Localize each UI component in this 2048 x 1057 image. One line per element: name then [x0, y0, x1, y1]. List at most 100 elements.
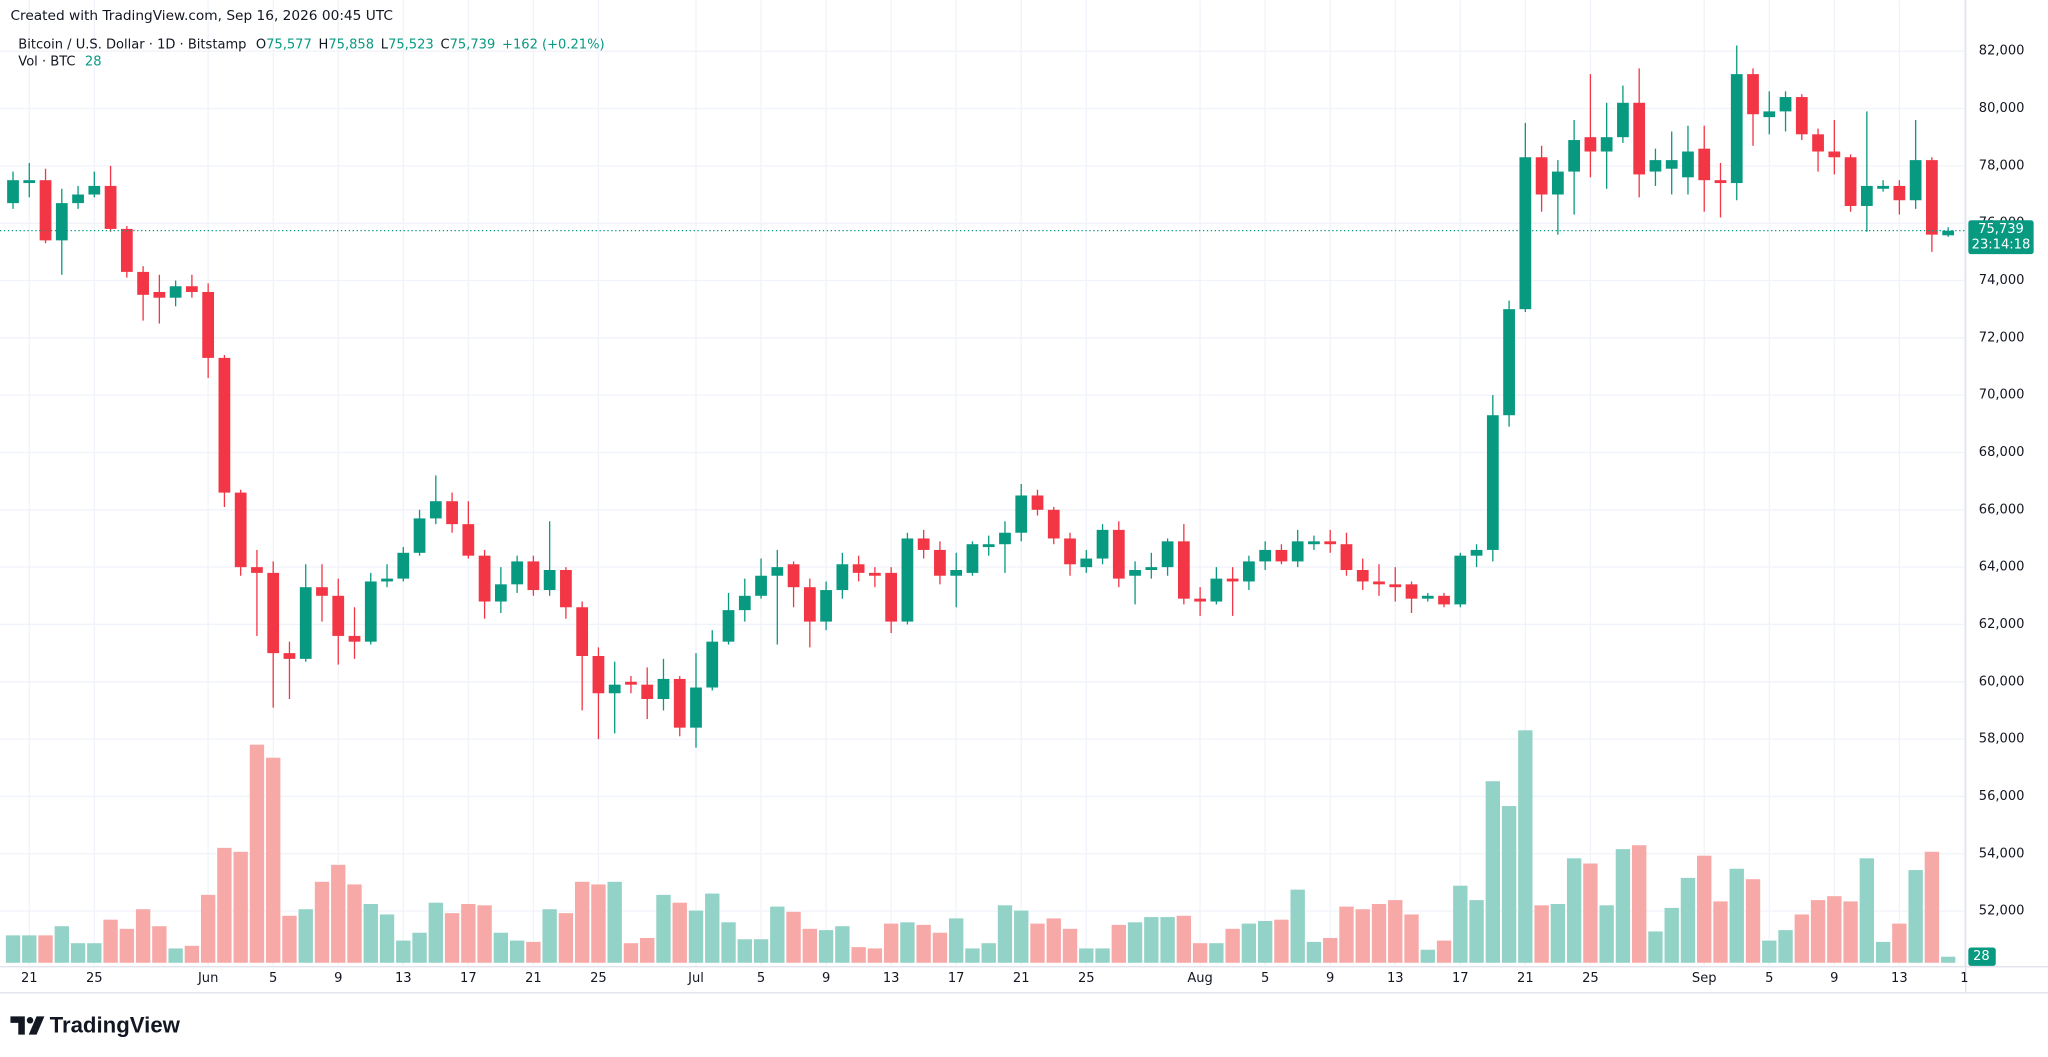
volume-bar — [249, 744, 265, 963]
volume-bar — [1875, 941, 1891, 963]
volume-bar — [1583, 863, 1598, 963]
volume-bar — [379, 914, 395, 963]
candles — [0, 45, 1966, 748]
y-tick-label: 60,000 — [1979, 674, 2025, 689]
candle-body — [885, 572, 898, 622]
volume-bar — [818, 930, 834, 963]
volume-bar — [477, 905, 492, 963]
candle-body — [755, 575, 767, 596]
candle-body — [299, 587, 312, 659]
volume-bar — [1030, 923, 1045, 963]
volume-bar — [591, 884, 606, 963]
y-tick-label: 74,000 — [1979, 273, 2025, 288]
y-tick-label: 62,000 — [1979, 617, 2025, 632]
candle-body — [1243, 561, 1255, 582]
volume-bar — [851, 947, 866, 963]
volume-bar — [916, 924, 931, 963]
volume-legend: Vol · BTC 28 — [18, 54, 101, 69]
volume-bar — [1599, 905, 1614, 963]
candle-body — [1584, 137, 1597, 152]
candle-body — [1568, 140, 1581, 172]
volume-bar — [883, 923, 899, 963]
candle-body — [234, 492, 247, 568]
candle-body — [1308, 541, 1320, 545]
candle-body — [576, 607, 589, 656]
volume-bar — [38, 935, 53, 963]
candle-body — [1600, 137, 1613, 152]
candle-body — [267, 572, 280, 654]
volume-tag — [1968, 947, 1996, 966]
volume-bar — [135, 909, 151, 963]
candle-body — [1877, 185, 1889, 189]
candle-body — [1486, 415, 1499, 550]
volume-bar — [526, 941, 541, 963]
volume-bar — [1079, 948, 1094, 963]
volume-bar — [152, 926, 167, 963]
candle-body — [1373, 581, 1385, 585]
candle-body — [641, 684, 654, 699]
candle-body — [869, 572, 881, 576]
candle-body — [1763, 111, 1776, 118]
volume-bar — [5, 935, 21, 963]
x-tick-label: 17 — [948, 971, 965, 986]
candle-body — [1340, 544, 1353, 571]
volume-bar — [1778, 930, 1793, 963]
volume-bar — [103, 919, 118, 963]
logo-dot — [26, 1016, 34, 1024]
volume-bar — [22, 935, 37, 963]
volume-bar — [1127, 922, 1143, 963]
volume-bar — [574, 881, 590, 963]
volume-bar — [802, 928, 818, 963]
volume-bar — [688, 910, 704, 963]
candle-body — [1112, 529, 1125, 579]
candle-body — [23, 180, 36, 184]
candle-body — [803, 587, 816, 622]
candle-body — [316, 587, 328, 596]
volume-bar — [656, 894, 671, 963]
candle-body — [462, 524, 475, 556]
candle-body — [999, 532, 1011, 545]
volume-bar — [1566, 858, 1582, 963]
legend: Bitcoin / U.S. Dollar · 1D · Bitstamp O7… — [18, 37, 604, 52]
volume-bar — [1762, 940, 1777, 963]
candle-body — [1470, 549, 1483, 556]
candle-body — [1812, 134, 1824, 152]
volume-pane — [5, 730, 1956, 963]
candle-body — [771, 567, 784, 576]
candle-body — [1226, 578, 1239, 582]
change-label: +162 (+0.21%) — [502, 37, 605, 52]
volume-bar — [1111, 924, 1126, 963]
volume-bar — [1388, 900, 1403, 963]
volume-tag-label: 28 — [1973, 949, 1990, 964]
volume-bar — [331, 864, 346, 963]
volume-bar — [119, 928, 135, 963]
candle-body — [1519, 157, 1532, 310]
volume-bar — [347, 884, 362, 963]
candle-body — [1129, 570, 1141, 576]
candle-body — [560, 570, 572, 608]
volume-bar — [835, 926, 850, 963]
volume-bar — [200, 894, 216, 963]
volume-bar — [1648, 931, 1663, 963]
y-tick-label: 54,000 — [1979, 846, 2025, 861]
candle-body — [1942, 230, 1955, 236]
candle-body — [55, 203, 68, 241]
candle-body — [1714, 180, 1727, 184]
candle-body — [901, 538, 914, 622]
candle-body — [657, 678, 670, 699]
price-tag — [1968, 220, 2034, 255]
volume-bar — [314, 881, 330, 963]
candle-body — [1438, 595, 1450, 605]
volume-bar — [1176, 915, 1192, 963]
candle-body — [1665, 160, 1678, 169]
candle-body — [527, 561, 540, 591]
candle-body — [104, 185, 117, 229]
candle-body — [608, 684, 621, 694]
candle-body — [1698, 148, 1711, 181]
ohlc-key: O — [256, 37, 266, 52]
y-tick-label: 58,000 — [1979, 732, 2025, 747]
volume-bar — [1062, 928, 1078, 963]
candle-body — [494, 584, 507, 602]
x-tick-label: 13 — [883, 971, 900, 986]
candle-body — [820, 590, 832, 622]
